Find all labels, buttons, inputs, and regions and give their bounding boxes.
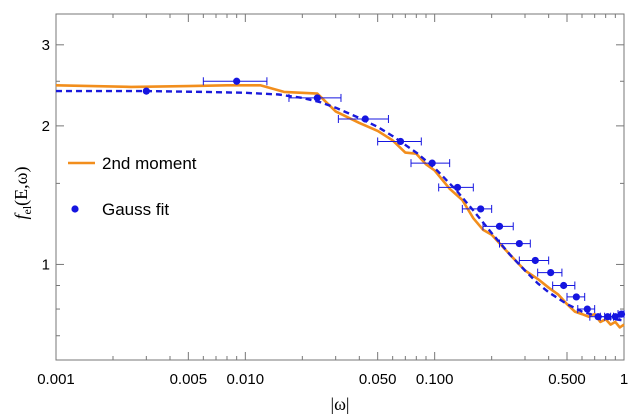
y-tick-label: 1 <box>42 256 50 273</box>
data-point <box>572 293 580 301</box>
data-point <box>428 159 436 167</box>
series-gauss-fit-curve <box>56 89 625 322</box>
data-point <box>611 313 619 321</box>
legend: 2nd moment Gauss fit <box>68 154 197 219</box>
data-point <box>604 313 612 321</box>
y-axis-label: fel(E,ω) <box>11 166 34 219</box>
y-tick-label: 2 <box>42 118 50 135</box>
data-point <box>361 115 369 123</box>
x-tick-label: 0.500 <box>548 371 586 388</box>
data-point <box>495 222 504 230</box>
series-layer <box>55 77 626 329</box>
legend-label: 2nd moment <box>102 154 197 173</box>
data-point <box>477 205 485 213</box>
data-point <box>453 183 462 192</box>
legend-dot-swatch <box>71 205 79 213</box>
data-point <box>617 310 626 318</box>
x-tick-label: 1 <box>620 371 628 388</box>
x-tick-label: 0.100 <box>416 371 454 388</box>
data-point <box>583 305 591 313</box>
plot-frame <box>55 13 625 361</box>
x-axis-label: |ω| <box>330 394 349 414</box>
axis-ticks <box>55 14 625 360</box>
x-tick-label: 0.010 <box>227 371 265 388</box>
axis-tick-labels: 0.001 0.005 0.010 0.050 0.100 0.500 1 1 2 3 <box>37 37 628 388</box>
data-point <box>547 268 555 277</box>
data-point <box>313 94 321 102</box>
data-point <box>233 77 241 85</box>
data-point <box>142 87 150 95</box>
data-point <box>396 137 405 146</box>
x-tick-label: 0.001 <box>37 371 75 388</box>
legend-label: Gauss fit <box>102 200 169 219</box>
data-point <box>560 281 568 290</box>
data-point <box>531 256 539 265</box>
y-tick-label: 3 <box>42 37 50 54</box>
x-tick-label: 0.050 <box>359 371 397 388</box>
data-point <box>515 239 523 248</box>
x-tick-label: 0.005 <box>170 371 208 388</box>
